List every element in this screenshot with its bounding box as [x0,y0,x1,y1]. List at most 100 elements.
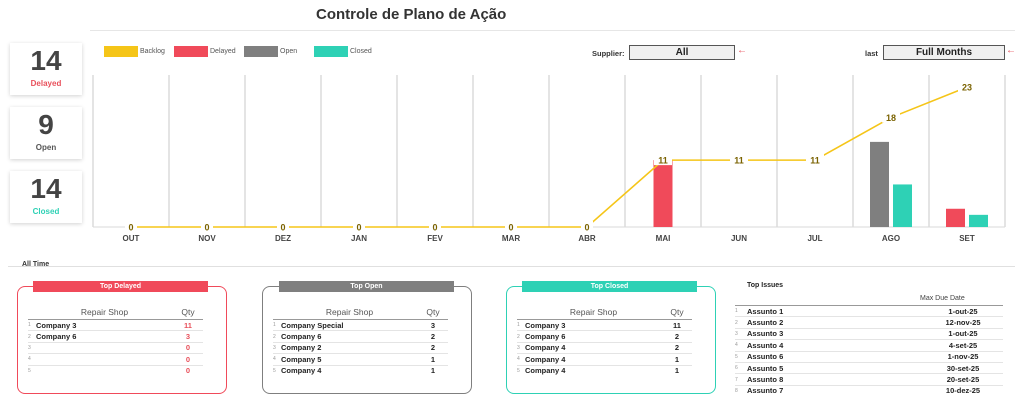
row-date: 10-dez-25 [923,384,1003,397]
row-index: 3 [28,341,36,354]
row-index: 3 [517,341,525,354]
row-qty: 0 [173,364,203,376]
row-index: 4 [28,353,36,366]
row-shop [36,364,173,376]
bar-open-ago [870,141,889,227]
table-row[interactable]: 5 Company 4 1 [517,364,692,376]
table-row[interactable]: 8 Assunto 7 10-dez-25 [735,384,1003,397]
row-shop: Company 6 [36,330,173,343]
row-qty: 2 [662,330,692,343]
table-row[interactable]: 4 Company 4 1 [517,353,692,366]
table-row[interactable]: 1 Company 3 11 [517,318,692,331]
table-row[interactable]: 3 Company 4 2 [517,341,692,354]
table-row[interactable]: 2 Company 6 3 [28,330,203,343]
row-shop [36,341,173,354]
row-index: 5 [735,350,747,363]
row-date: 12-nov-25 [923,316,1003,329]
row-qty: 11 [173,318,203,331]
table-row[interactable]: 5 0 [28,364,203,376]
x-tick-label: FEV [427,234,443,243]
table-row[interactable]: 2 Assunto 2 12-nov-25 [735,316,1003,329]
kpi-open-value: 9 [38,109,54,140]
table-row[interactable]: 4 Assunto 4 4-set-25 [735,339,1003,352]
top-issues-title: Top Issues [747,282,784,289]
row-shop: Company 4 [281,364,418,376]
row-shop: Company Special [281,318,418,331]
table-row[interactable]: 1 Company Special 3 [273,318,448,331]
table-row[interactable]: 3 Assunto 3 1-out-25 [735,327,1003,340]
backlog-chart: OUT NOV DEZ JAN FEV MAR ABR MAI JUN JUL AGO SET 0 0 0 0… [92,75,1006,243]
period-select[interactable]: Full Months [883,45,1005,60]
table-row[interactable]: 4 0 [28,353,203,366]
x-tick-label: JUL [807,234,822,243]
row-issue: Assunto 4 [747,339,923,352]
x-tick-label: DEZ [275,234,291,243]
row-issue: Assunto 2 [747,316,923,329]
legend-label-delayed: Delayed [210,47,236,55]
top-delayed-panel: Repair Shop Qty 1 Company 3 11 2 Company… [17,286,227,394]
row-index: 4 [735,339,747,352]
row-issue: Assunto 1 [747,304,923,317]
data-label-bg [429,221,441,232]
legend-swatch-closed [314,45,348,57]
bar-delayed-mai [653,160,673,227]
data-label-bg [958,81,976,93]
bar-closed-ago [893,184,912,227]
x-tick-label: SET [959,234,975,243]
row-index: 7 [735,373,747,386]
row-index: 5 [517,364,525,376]
table-row[interactable]: 2 Company 6 2 [517,330,692,343]
data-label-bg [505,221,517,232]
x-tick-label: NOV [198,234,216,243]
data-label-bg [201,221,213,232]
table-row[interactable]: 3 Company 2 2 [273,341,448,354]
period-arrow-icon[interactable]: ← [1006,45,1016,56]
row-qty: 0 [173,341,203,354]
row-shop: Company 6 [281,330,418,343]
kpi-card-open: 9 Open [10,107,82,159]
table-row[interactable]: 4 Company 5 1 [273,353,448,366]
row-shop: Company 2 [281,341,418,354]
table-row[interactable]: 6 Assunto 5 30-set-25 [735,361,1003,374]
backlog-data-label: 0 [204,223,209,233]
col-header-repair-shop: Repair Shop [80,307,129,317]
legend-swatch-backlog [104,45,138,57]
table-row[interactable]: 1 Assunto 1 1-out-25 [735,304,1003,317]
table-row[interactable]: 2 Company 6 2 [273,330,448,343]
x-tick-label: MAI [656,234,671,243]
table-row[interactable]: 5 Company 4 1 [273,364,448,376]
table-row[interactable]: 5 Assunto 6 1-nov-25 [735,350,1003,363]
table-row[interactable]: 3 0 [28,341,203,354]
kpi-closed-value: 14 [30,173,62,204]
top-issues-table: 1 Assunto 1 1-out-25 2 Assunto 2 12-nov-… [735,304,1003,397]
row-index: 2 [735,316,747,329]
table-row[interactable]: 1 Company 3 11 [28,318,203,331]
section-label: All Time [22,261,50,268]
supplier-select[interactable]: All [629,45,735,60]
row-shop: Company 4 [525,341,662,354]
legend-item-open[interactable]: Open [244,45,297,57]
legend-item-backlog[interactable]: Backlog [104,45,165,57]
row-index: 4 [517,353,525,366]
period-label: last [865,49,878,58]
row-qty: 2 [418,341,448,354]
col-header-qty: Qty [181,307,195,317]
row-index: 5 [273,364,281,376]
backlog-data-label: 11 [810,156,820,166]
row-index: 1 [28,318,36,331]
top-closed-panel: Repair Shop Qty 1 Company 3 11 2 Company… [506,286,716,394]
row-qty: 1 [418,364,448,376]
table-row[interactable]: 7 Assunto 8 20-set-25 [735,373,1003,386]
backlog-data-label: 0 [128,223,133,233]
top-open-panel: Repair Shop Qty 1 Company Special 3 2 Co… [262,286,472,394]
row-date: 20-set-25 [923,373,1003,386]
data-label-bg [353,221,365,232]
legend-item-closed[interactable]: Closed [314,45,372,57]
supplier-arrow-icon[interactable]: ← [737,45,747,56]
row-date: 1-out-25 [923,304,1003,317]
backlog-data-label: 11 [734,156,744,166]
legend-item-delayed[interactable]: Delayed [174,45,236,57]
row-index: 1 [517,318,525,331]
x-tick-label: AGO [882,234,900,243]
backlog-data-label: 0 [432,223,437,233]
